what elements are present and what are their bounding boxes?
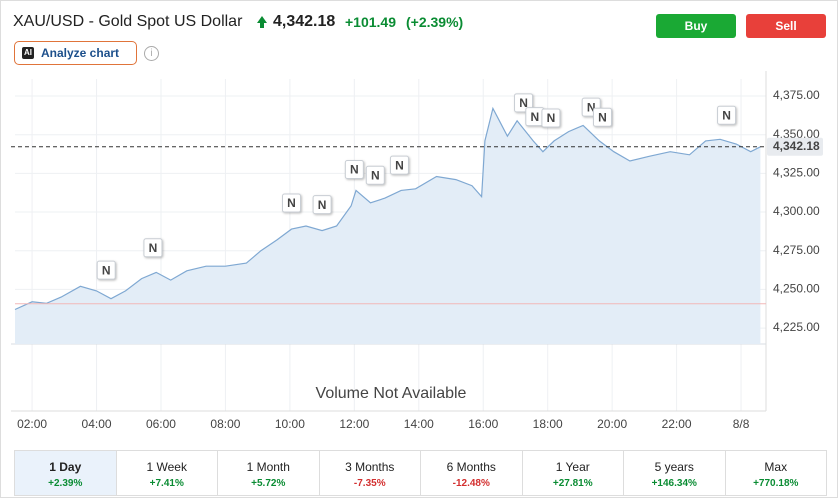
x-tick-label: 20:00 <box>597 417 627 431</box>
buy-button[interactable]: Buy <box>656 14 736 38</box>
period-change: +146.34% <box>651 478 697 489</box>
period-change: -12.48% <box>452 478 490 489</box>
period-change: +5.72% <box>251 478 286 489</box>
news-marker-box <box>344 160 364 180</box>
y-tick-label: 4,350.00 <box>773 127 820 141</box>
news-marker-box <box>541 108 561 128</box>
area-fill <box>15 108 761 345</box>
x-tick-label: 12:00 <box>339 417 369 431</box>
news-marker-box <box>365 165 385 185</box>
x-tick-label: 06:00 <box>146 417 176 431</box>
period-tab[interactable]: 5 years +146.34% <box>624 451 726 495</box>
y-tick-label: 4,375.00 <box>773 88 820 102</box>
period-label: 3 Months <box>345 460 395 474</box>
news-marker-label: N <box>722 108 731 122</box>
news-marker-label: N <box>395 158 404 172</box>
period-tab[interactable]: 1 Day +2.39% <box>15 451 117 495</box>
x-tick-label: 22:00 <box>662 417 692 431</box>
news-marker[interactable]: N <box>365 165 385 185</box>
change-percent: (+2.39%) <box>406 14 464 30</box>
news-marker-box <box>96 260 116 280</box>
news-marker[interactable]: N <box>592 107 612 127</box>
news-marker[interactable]: N <box>96 260 116 280</box>
period-tab[interactable]: 1 Week +7.41% <box>117 451 218 495</box>
news-marker-label: N <box>530 110 539 124</box>
news-marker-label: N <box>102 263 111 277</box>
period-label: 6 Months <box>446 460 496 474</box>
news-marker[interactable]: N <box>312 195 332 215</box>
period-change: +7.41% <box>149 478 184 489</box>
period-change: +2.39% <box>48 478 83 489</box>
info-icon[interactable]: i <box>144 46 159 61</box>
x-tick-label: 10:00 <box>275 417 305 431</box>
period-change: +770.18% <box>753 478 799 489</box>
volume-note: Volume Not Available <box>316 385 467 402</box>
change: +101.49 <box>345 14 396 30</box>
news-marker-box <box>389 155 409 175</box>
news-marker-box <box>312 195 332 215</box>
analyze-button[interactable]: AI Analyze chart <box>14 41 137 65</box>
y-tick-label: 4,300.00 <box>773 204 820 218</box>
news-marker-box <box>143 238 163 258</box>
x-tick-label: 16:00 <box>468 417 498 431</box>
x-tick-label: 8/8 <box>733 417 750 431</box>
period-tab[interactable]: Max +770.18% <box>726 451 827 495</box>
news-marker[interactable]: N <box>344 160 364 180</box>
up-arrow <box>257 16 267 28</box>
period-label: 5 years <box>654 460 694 474</box>
last-price-label: 4,342.18 <box>773 139 820 153</box>
news-marker-box <box>281 193 301 213</box>
y-tick-label: 4,325.00 <box>773 166 820 180</box>
news-marker-label: N <box>598 110 607 124</box>
news-marker-box <box>592 107 612 127</box>
period-tab[interactable]: 1 Year +27.81% <box>523 451 624 495</box>
news-marker-label: N <box>587 100 596 114</box>
y-tick-label: 4,250.00 <box>773 282 820 296</box>
news-marker[interactable]: N <box>281 193 301 213</box>
news-marker-box <box>717 105 737 125</box>
period-label: 1 Year <box>555 460 590 474</box>
news-marker-label: N <box>149 241 158 255</box>
news-marker-label: N <box>318 198 327 212</box>
chart: 4,225.00 4,250.00 4,275.00 4,300.00 4,325.00… <box>11 71 823 431</box>
news-marker-label: N <box>371 168 380 182</box>
news-marker-label: N <box>547 111 556 125</box>
analyze-label: Analyze chart <box>41 46 120 60</box>
news-marker-label: N <box>519 96 528 110</box>
news-marker-label: N <box>287 196 296 210</box>
period-label: 1 Week <box>146 460 187 474</box>
news-marker[interactable]: N <box>525 107 545 127</box>
period-tab[interactable]: 6 Months -12.48% <box>421 451 523 495</box>
news-marker[interactable]: N <box>717 105 737 125</box>
y-tick-label: 4,225.00 <box>773 320 820 334</box>
price-line <box>14 106 761 311</box>
news-marker[interactable]: N <box>541 108 561 128</box>
sell-button[interactable]: Sell <box>746 14 826 38</box>
news-marker[interactable]: N <box>143 238 163 258</box>
ai-icon: AI <box>22 47 34 59</box>
x-tick-label: 04:00 <box>82 417 112 431</box>
price: 4,342.18 <box>273 13 336 30</box>
last-price-box <box>767 137 823 156</box>
y-tick-label: 4,275.00 <box>773 243 820 257</box>
period-change: +27.81% <box>552 478 593 489</box>
period-tab[interactable]: 1 Month +5.72% <box>218 451 320 495</box>
period-label: 1 Month <box>246 460 290 474</box>
period-change: -7.35% <box>353 478 386 489</box>
x-tick-label: 02:00 <box>17 417 47 431</box>
x-tick-label: 14:00 <box>404 417 434 431</box>
period-tabs: 1 Day +2.39% 1 Week +7.41% 1 Month +5.72% 3 Mo… <box>14 450 827 496</box>
x-tick-label: 18:00 <box>533 417 563 431</box>
instrument-title: XAU/USD - Gold Spot US Dollar <box>13 13 243 30</box>
news-marker-label: N <box>350 163 359 177</box>
news-marker[interactable]: N <box>389 155 409 175</box>
period-tab[interactable]: 3 Months -7.35% <box>320 451 421 495</box>
x-tick-label: 08:00 <box>210 417 240 431</box>
period-label: 1 Day <box>49 460 82 474</box>
period-label: Max <box>764 460 788 474</box>
